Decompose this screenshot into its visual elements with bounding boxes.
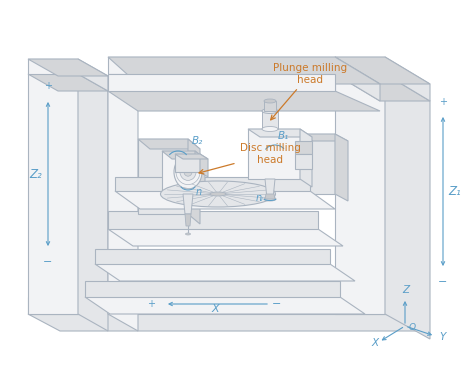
Polygon shape: [95, 264, 355, 281]
Text: Z₂: Z₂: [30, 168, 42, 180]
Ellipse shape: [262, 127, 278, 131]
Polygon shape: [95, 249, 330, 264]
Text: Plunge milling
head: Plunge milling head: [271, 63, 347, 120]
Polygon shape: [265, 194, 275, 199]
Polygon shape: [85, 281, 340, 297]
Text: Z₁: Z₁: [448, 184, 461, 197]
Polygon shape: [108, 57, 335, 74]
Text: X: X: [211, 304, 219, 314]
Text: X: X: [371, 338, 378, 348]
Polygon shape: [115, 191, 335, 209]
Polygon shape: [28, 59, 78, 74]
Text: O: O: [409, 323, 416, 332]
Polygon shape: [335, 74, 385, 314]
Text: +: +: [439, 97, 447, 107]
Polygon shape: [335, 57, 385, 74]
Polygon shape: [385, 74, 430, 339]
Polygon shape: [248, 129, 300, 179]
Ellipse shape: [264, 197, 276, 201]
Polygon shape: [264, 101, 276, 111]
Polygon shape: [300, 129, 312, 187]
Polygon shape: [300, 134, 335, 194]
Polygon shape: [175, 154, 200, 172]
Polygon shape: [85, 297, 365, 314]
Polygon shape: [335, 57, 430, 84]
Ellipse shape: [210, 192, 226, 196]
Text: +: +: [147, 299, 155, 309]
Text: −: −: [438, 277, 447, 287]
Polygon shape: [28, 74, 78, 314]
Ellipse shape: [176, 159, 200, 184]
Polygon shape: [200, 154, 208, 177]
Polygon shape: [115, 177, 310, 191]
Ellipse shape: [185, 233, 191, 235]
Polygon shape: [108, 74, 335, 91]
Text: B₁: B₁: [278, 131, 289, 141]
Polygon shape: [335, 134, 348, 201]
Text: −: −: [43, 257, 53, 267]
Polygon shape: [335, 74, 430, 101]
Polygon shape: [183, 194, 193, 214]
Polygon shape: [28, 59, 108, 76]
Text: +: +: [44, 81, 52, 91]
Polygon shape: [262, 111, 278, 129]
Text: Disc milling
head: Disc milling head: [199, 143, 301, 174]
Text: nᵢ: nᵢ: [256, 193, 264, 203]
Polygon shape: [162, 151, 195, 194]
Ellipse shape: [262, 108, 278, 114]
Polygon shape: [175, 154, 208, 159]
Text: n: n: [196, 187, 202, 197]
Ellipse shape: [161, 181, 275, 207]
Polygon shape: [162, 151, 205, 159]
Polygon shape: [108, 211, 318, 229]
Polygon shape: [108, 91, 380, 111]
Polygon shape: [138, 139, 200, 149]
Polygon shape: [188, 139, 200, 224]
Polygon shape: [28, 74, 108, 91]
Polygon shape: [78, 74, 108, 331]
Ellipse shape: [184, 168, 192, 176]
Polygon shape: [78, 59, 108, 91]
Text: B₂: B₂: [192, 136, 203, 146]
Ellipse shape: [264, 99, 276, 103]
Polygon shape: [108, 57, 380, 84]
Text: +: +: [262, 254, 270, 264]
Polygon shape: [385, 57, 430, 101]
Polygon shape: [295, 154, 312, 169]
Polygon shape: [248, 129, 312, 137]
Polygon shape: [108, 91, 138, 331]
Polygon shape: [195, 151, 205, 202]
Polygon shape: [300, 134, 348, 141]
Polygon shape: [108, 229, 343, 246]
Polygon shape: [265, 179, 275, 199]
Polygon shape: [108, 74, 138, 91]
Polygon shape: [28, 314, 420, 331]
Polygon shape: [295, 141, 312, 154]
Text: Y: Y: [211, 259, 219, 269]
Polygon shape: [335, 57, 380, 101]
Polygon shape: [185, 214, 191, 226]
Polygon shape: [28, 297, 390, 314]
Text: Y: Y: [439, 332, 446, 342]
Polygon shape: [138, 139, 188, 214]
Text: Z: Z: [402, 285, 410, 295]
Ellipse shape: [180, 163, 196, 180]
Text: −: −: [272, 299, 282, 309]
Text: −: −: [162, 254, 172, 264]
Ellipse shape: [174, 155, 202, 189]
